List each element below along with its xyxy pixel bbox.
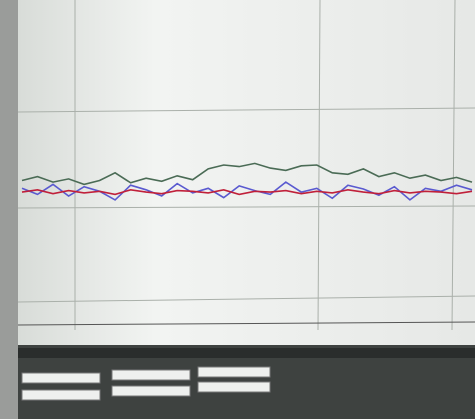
page: (() => { const data = JSON.parse(documen… <box>0 0 475 419</box>
field-box <box>112 370 190 380</box>
plot-background <box>18 0 475 345</box>
field-box <box>198 382 270 392</box>
field-box <box>22 373 100 383</box>
field-box <box>112 386 190 396</box>
field-box <box>22 390 100 400</box>
field-box <box>198 367 270 377</box>
screen-photo <box>0 0 475 419</box>
status-bar <box>18 348 475 358</box>
